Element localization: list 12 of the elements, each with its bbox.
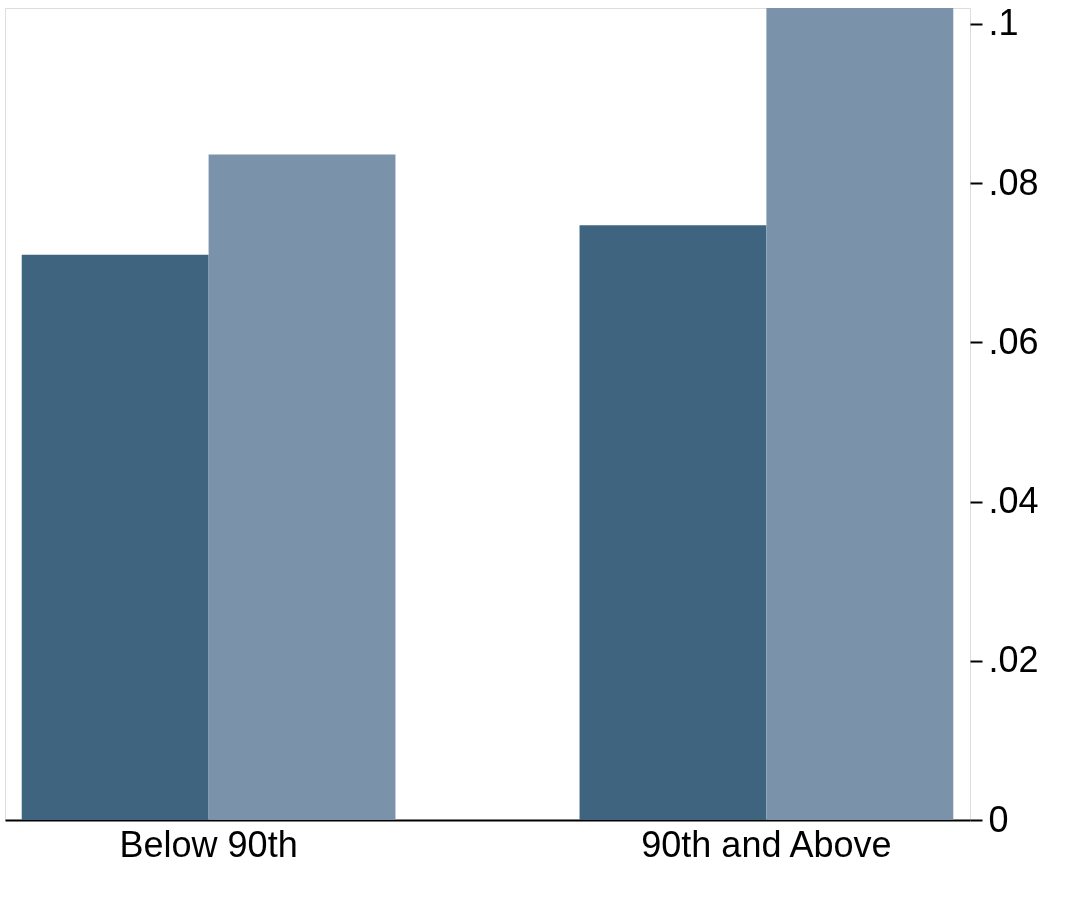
y-tick-label: .1 xyxy=(988,2,1019,44)
bar xyxy=(766,8,954,820)
y-tick-label: .04 xyxy=(988,480,1039,522)
y-tick-label: .06 xyxy=(988,320,1039,362)
y-tick-label: 0 xyxy=(988,798,1009,840)
bar xyxy=(579,225,767,820)
y-tick-label: .08 xyxy=(988,161,1039,203)
bar xyxy=(208,154,396,820)
x-tick-label: 90th and Above xyxy=(641,823,892,865)
x-tick-label: Below 90th xyxy=(119,823,298,865)
y-tick-label: .02 xyxy=(988,639,1039,681)
bar xyxy=(21,254,209,820)
